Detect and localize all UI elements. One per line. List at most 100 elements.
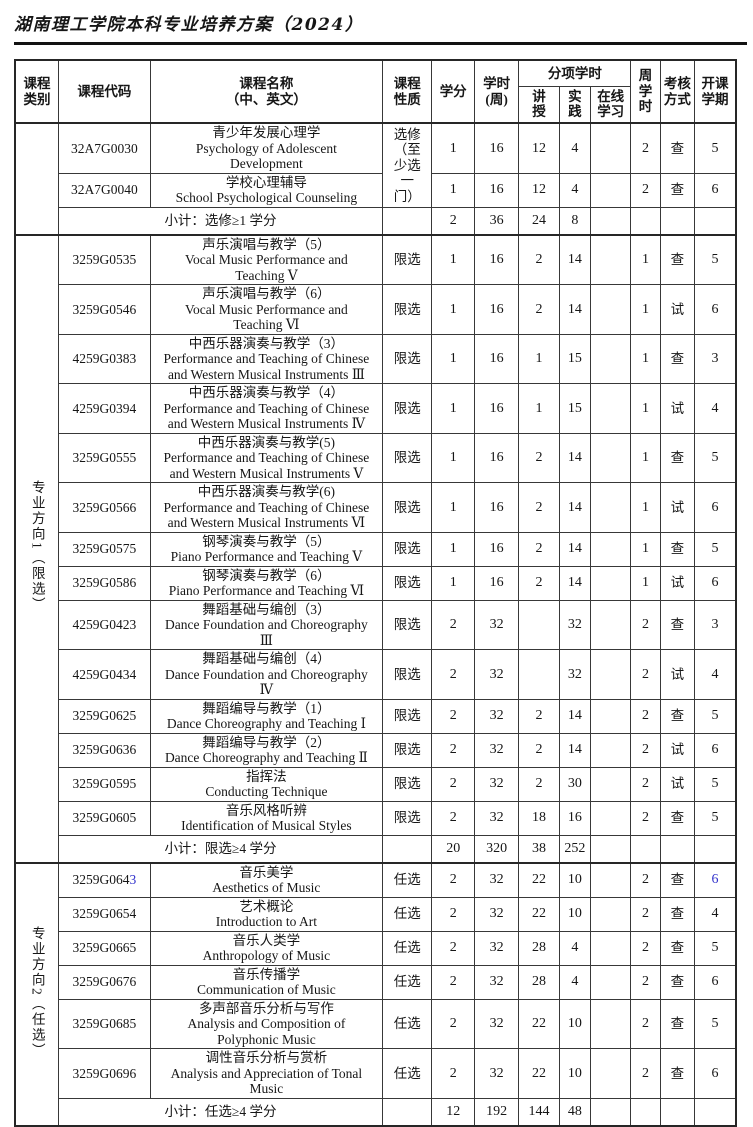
- credits-cell: 2: [431, 896, 475, 932]
- header-practice: 实 践: [558, 85, 591, 124]
- online-cell: [589, 531, 632, 567]
- credits-cell: 2: [431, 206, 475, 235]
- course-name-cn: 中西乐器演奏与教学(5): [197, 434, 336, 450]
- course-row: 4259G0434 舞蹈基础与编创（4） Dance Foundation and …: [15, 649, 737, 700]
- course-name-cell: 舞蹈编导与教学（2） Dance Choreography and Teachin…: [149, 732, 384, 768]
- course-code-cell: 3259G0566: [57, 482, 151, 533]
- course-name-cell: 中西乐器演奏与教学（4） Performance and Teaching of …: [149, 383, 384, 434]
- nature-cell: 任选: [382, 964, 433, 1000]
- hours-cell: 32: [473, 766, 520, 802]
- category-cell: [14, 122, 59, 235]
- lecture-cell: 144: [518, 1097, 560, 1126]
- hours-cell: 16: [473, 531, 520, 567]
- nature-cell: 限选: [382, 233, 433, 285]
- table-header: 课程 类别 课程代码 课程名称 （中、英文） 课程 性质 学分 学时 (周) 分…: [14, 59, 737, 124]
- course-name-en: Piano Performance and Teaching Ⅴ: [170, 549, 363, 564]
- nature-cell: 限选: [382, 732, 433, 768]
- category-cell: 专业方向1（限选）: [14, 233, 59, 863]
- hours-cell: 32: [473, 861, 520, 898]
- assessment-cell: 试: [659, 482, 696, 533]
- weekly-cell: [630, 1097, 661, 1126]
- subtotal-row: 小计：限选≥4 学分 20 320 38 252: [15, 834, 737, 863]
- course-name-cell: 钢琴演奏与教学（6） Piano Performance and Teaching…: [149, 565, 384, 601]
- assessment-cell: 查: [659, 861, 696, 898]
- category-label: 专业方向1（限选）: [29, 480, 45, 614]
- assessment-cell: 试: [659, 649, 696, 700]
- course-row: 3259G0654 艺术概论 Introduction to Art 任选 2 32 22 1…: [15, 896, 737, 932]
- nature-cell: 限选: [382, 599, 433, 650]
- semester-cell: 5: [694, 766, 737, 802]
- course-row: 3259G0636 舞蹈编导与教学（2） Dance Choreography an…: [15, 732, 737, 768]
- credits-cell: 2: [431, 766, 475, 802]
- course-name-cn: 艺术概论: [239, 898, 294, 914]
- header-hours: 学时 (周): [473, 59, 520, 124]
- semester-cell: 4: [694, 383, 737, 434]
- course-name-cell: 音乐传播学 Communication of Music: [149, 964, 384, 1000]
- course-name-en: Aesthetics of Music: [212, 880, 321, 895]
- course-name-en: Performance and Teaching of Chinese and …: [163, 351, 370, 382]
- course-name-cell: 声乐演唱与教学（6） Vocal Music Performance and Te…: [149, 284, 384, 335]
- course-name-cn: 舞蹈编导与教学（1）: [202, 700, 331, 716]
- course-name-cell: 学校心理辅导 School Psychological Counseling: [149, 172, 384, 208]
- credits-cell: 20: [431, 834, 475, 863]
- weekly-cell: 1: [630, 482, 661, 533]
- nature-cell: 限选: [382, 531, 433, 567]
- lecture-cell: [518, 599, 560, 650]
- online-cell: [589, 998, 632, 1049]
- credits-cell: 1: [431, 284, 475, 335]
- course-name-cn: 多声部音乐分析与写作: [198, 1000, 334, 1016]
- course-name-cell: 音乐人类学 Anthropology of Music: [149, 930, 384, 966]
- course-name-en: Dance Choreography and Teaching Ⅰ: [166, 716, 366, 731]
- semester-cell: 6: [694, 861, 737, 898]
- header-nature: 课程 性质: [382, 59, 433, 124]
- practice-cell: 10: [558, 1048, 591, 1099]
- course-name-cn: 声乐演唱与教学（5）: [202, 236, 331, 252]
- weekly-cell: 1: [630, 284, 661, 335]
- hours-cell: 32: [473, 896, 520, 932]
- course-name-en: Analysis and Appreciation of Tonal Music: [170, 1065, 363, 1097]
- course-code-cell: 32A7G0040: [57, 172, 151, 208]
- assessment-cell: 试: [659, 766, 696, 802]
- online-cell: [589, 800, 632, 836]
- weekly-cell: 1: [630, 432, 661, 483]
- weekly-cell: 2: [630, 896, 661, 932]
- practice-cell: 10: [558, 998, 591, 1049]
- course-name-en: Piano Performance and Teaching Ⅵ: [168, 583, 365, 598]
- course-code-cell: 4259G0383: [57, 333, 151, 384]
- assessment-cell: [659, 206, 696, 235]
- semester-cell: 5: [694, 800, 737, 836]
- course-name-en: Identification of Musical Styles: [181, 818, 352, 833]
- hours-cell: 32: [473, 964, 520, 1000]
- hours-cell: 320: [473, 834, 520, 863]
- assessment-cell: 查: [659, 998, 696, 1049]
- course-name-cn: 舞蹈基础与编创（3）: [202, 601, 331, 617]
- assessment-cell: 查: [659, 531, 696, 567]
- online-cell: [589, 383, 632, 434]
- course-row: 4259G0423 舞蹈基础与编创（3） Dance Foundation and …: [15, 599, 737, 650]
- course-name-cell: 舞蹈基础与编创（4） Dance Foundation and Choreogra…: [149, 649, 384, 700]
- header-semester: 开课 学期: [694, 59, 737, 124]
- semester-cell: 4: [694, 896, 737, 932]
- semester-cell: 3: [694, 333, 737, 384]
- course-code-cell: 3259G0696: [57, 1048, 151, 1099]
- nature-cell: 限选: [382, 284, 433, 335]
- credits-cell: 2: [431, 732, 475, 768]
- weekly-cell: 1: [630, 531, 661, 567]
- weekly-cell: 2: [630, 1048, 661, 1099]
- online-cell: [589, 964, 632, 1000]
- weekly-cell: [630, 206, 661, 235]
- course-row: 专业方向1（限选） 3259G0535 声乐演唱与教学（5） Vocal Music …: [14, 233, 737, 863]
- course-row: 3259G0575 钢琴演奏与教学（5） Piano Performance and…: [15, 531, 737, 567]
- online-cell: [589, 698, 632, 734]
- credits-cell: 2: [431, 800, 475, 836]
- online-cell: [589, 649, 632, 700]
- online-cell: [589, 206, 632, 235]
- practice-cell: 15: [558, 383, 591, 434]
- nature-cell: 限选: [382, 432, 433, 483]
- semester-cell: 5: [694, 233, 737, 285]
- course-code-cell: 4259G0423: [57, 599, 151, 650]
- assessment-cell: 查: [659, 1048, 696, 1099]
- weekly-cell: 2: [630, 599, 661, 650]
- course-row: 3259G0605 音乐风格听辨 Identification of Musical…: [15, 800, 737, 836]
- course-code-cell: 3259G0625: [57, 698, 151, 734]
